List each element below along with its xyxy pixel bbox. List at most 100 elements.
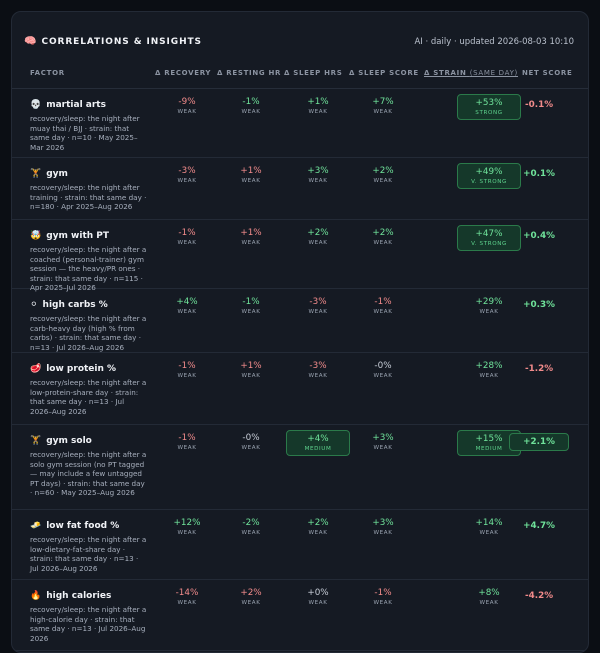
col-recovery[interactable]: Δ RECOVERY [155,69,212,77]
strength-label: WEAK [373,178,393,184]
strength-label: WEAK [177,530,197,536]
net-score-value: -4.2% [524,591,554,601]
factor-name: low protein % [46,364,117,374]
factor-title: 🥩 low protein % [30,364,148,374]
delta-recovery-cell: -1% WEAK [155,430,219,454]
net-score-value: +0.3% [523,300,555,310]
table-row[interactable]: 💀 martial arts recovery/sleep: the night a… [12,89,588,158]
strength-label: STRONG [475,110,503,116]
strength-label: WEAK [177,373,197,379]
strength-label: WEAK [373,530,393,536]
strength-label: WEAK [241,445,261,451]
table-row[interactable]: 🏋 gym solo recovery/sleep: the night after… [12,425,588,510]
table-row[interactable]: 🔥 high calories recovery/sleep: the night … [12,580,588,651]
strength-label: WEAK [177,240,197,246]
factor-description: recovery/sleep: the night after a low-di… [30,535,147,573]
strength-label: WEAK [373,109,393,115]
factor-cell: 🏋 gym solo recovery/sleep: the night after… [30,436,148,498]
net-score-value: -0.1% [524,100,554,110]
delta-strain-cell: +53% STRONG [457,94,521,120]
delta-value: -9% [178,97,196,107]
delta-sleep-hrs-cell: +4% MEDIUM [286,430,350,456]
delta-sleep-score-cell: +2% WEAK [351,225,415,249]
factor-title: 💀 martial arts [30,100,148,110]
col-factor[interactable]: FACTOR [30,69,65,77]
strength-label: WEAK [373,240,393,246]
factor-cell: ⚪ high carbs % recovery/sleep: the night a… [30,300,148,352]
delta-sleep-hrs-cell: +3% WEAK [286,163,350,187]
table-row[interactable]: 🤯 gym with PT recovery/sleep: the night af… [12,220,588,292]
delta-value: +49% [475,167,503,177]
delta-sleep-score-cell: +7% WEAK [351,94,415,118]
delta-sleep-hrs-cell: -3% WEAK [286,294,350,318]
strength-label: WEAK [373,373,393,379]
weightlifter-icon: 🏋 [30,169,42,179]
skull-icon: 💀 [30,100,42,110]
delta-value: +12% [173,518,201,528]
delta-sleep-hrs-cell: -3% WEAK [286,358,350,382]
delta-sleep-score-cell: -0% WEAK [351,358,415,382]
strength-label: WEAK [308,309,328,315]
delta-value: +2% [372,228,394,238]
col-net-score[interactable]: NET SCORE [522,69,573,77]
strength-label: V. STRONG [471,179,507,185]
delta-value: -1% [178,228,196,238]
strength-label: WEAK [373,309,393,315]
col-sleep-hrs[interactable]: Δ SLEEP HRS [284,69,343,77]
delta-value: +4% [176,297,198,307]
delta-sleep-hrs-cell: +2% WEAK [286,515,350,539]
table-header: FACTOR Δ RECOVERY Δ RESTING HR Δ SLEEP H… [12,64,588,89]
delta-resting-hr-cell: -2% WEAK [219,515,283,539]
delta-value: -14% [175,588,199,598]
delta-value: -3% [178,166,196,176]
fire-icon: 🔥 [30,591,42,601]
col-sleep-score[interactable]: Δ SLEEP SCORE [349,69,419,77]
strength-label: WEAK [479,373,499,379]
strength-label: WEAK [373,600,393,606]
factor-description: recovery/sleep: the night after a high-c… [30,605,147,643]
table-row[interactable]: ⚪ high carbs % recovery/sleep: the night a… [12,289,588,353]
delta-value: +1% [307,97,329,107]
strength-label: WEAK [308,178,328,184]
delta-recovery-cell: -14% WEAK [155,585,219,609]
strength-label: WEAK [241,530,261,536]
delta-value: +1% [240,228,262,238]
delta-strain-cell: +28% WEAK [457,358,521,382]
delta-value: +2% [307,518,329,528]
factor-name: high carbs % [42,300,108,310]
factor-description: recovery/sleep: the night after a coache… [30,245,147,293]
delta-value: +53% [475,98,503,108]
factor-cell: 🧈 low fat food % recovery/sleep: the night… [30,521,148,573]
strength-label: V. STRONG [471,241,507,247]
delta-value: -1% [242,97,260,107]
col-strain[interactable]: Δ STRAIN (SAME DAY) [424,69,518,77]
strength-label: WEAK [177,309,197,315]
col-strain-label: Δ STRAIN [424,69,467,77]
factor-description: recovery/sleep: the night after a solo g… [30,450,147,498]
table-row[interactable]: 🥩 low protein % recovery/sleep: the night … [12,353,588,425]
delta-resting-hr-cell: -1% WEAK [219,94,283,118]
delta-sleep-score-cell: -1% WEAK [351,294,415,318]
strength-label: MEDIUM [304,446,332,452]
delta-value: -3% [309,361,327,371]
delta-value: +1% [240,166,262,176]
delta-sleep-hrs-cell: +2% WEAK [286,225,350,249]
delta-strain-cell: +49% V. STRONG [457,163,521,189]
strength-label: WEAK [308,240,328,246]
strength-label: WEAK [308,109,328,115]
table-row[interactable]: 🧈 low fat food % recovery/sleep: the night… [12,510,588,580]
col-resting-hr[interactable]: Δ RESTING HR [217,69,282,77]
table-row[interactable]: 🏋 gym recovery/sleep: the night after trai… [12,158,588,220]
delta-strain-cell: +47% V. STRONG [457,225,521,251]
delta-recovery-cell: +12% WEAK [155,515,219,539]
delta-strain-cell: +29% WEAK [457,294,521,318]
butter-icon: 🧈 [30,521,42,531]
factor-cell: 🤯 gym with PT recovery/sleep: the night af… [30,231,148,293]
delta-sleep-score-cell: +3% WEAK [351,430,415,454]
strength-label: WEAK [177,178,197,184]
factor-title: 🏋 gym [30,169,148,179]
rice-ball-icon: ⚪ [30,300,38,310]
factor-name: gym solo [46,436,92,446]
strength-label: MEDIUM [475,446,503,452]
delta-value: +3% [372,518,394,528]
